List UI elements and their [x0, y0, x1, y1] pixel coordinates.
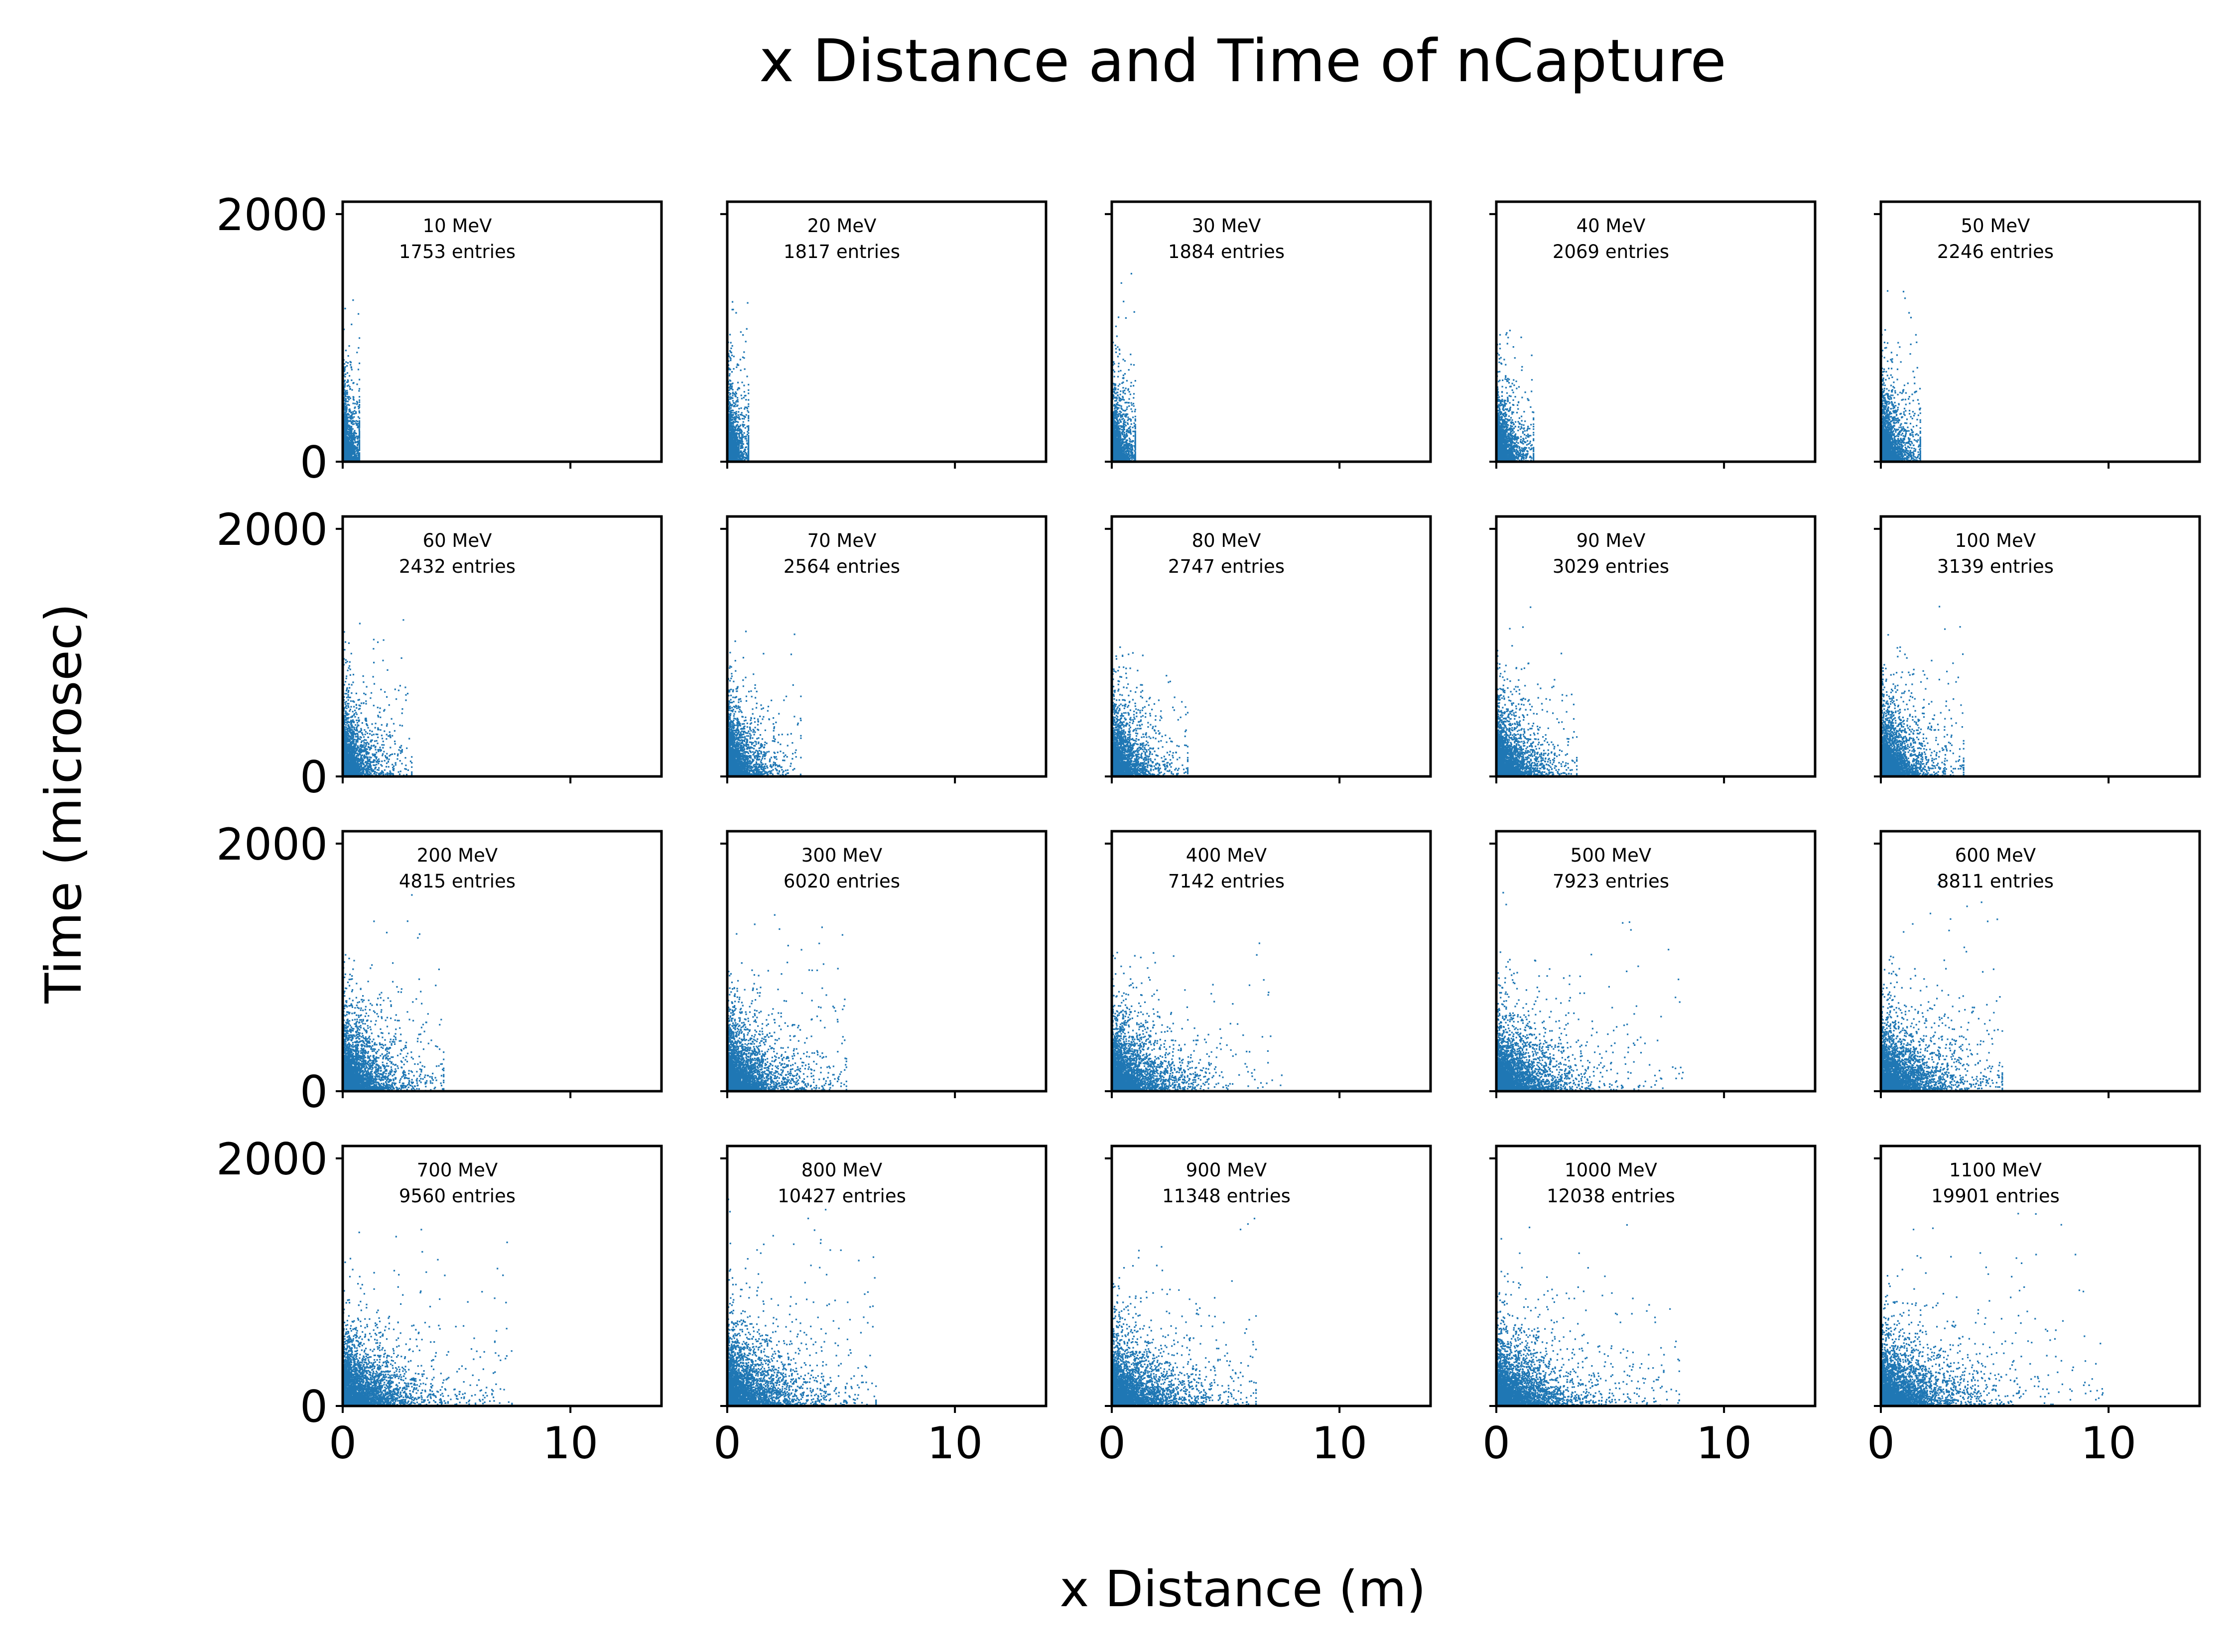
y-tick-label: 0 — [300, 752, 328, 803]
y-tick-label: 2000 — [216, 1134, 328, 1185]
x-tick-label: 10 — [1696, 1417, 1752, 1469]
energy-annotation: 1100 MeV — [1949, 1159, 2042, 1181]
entries-annotation: 7923 entries — [1553, 871, 1669, 892]
entries-annotation: 8811 entries — [1937, 871, 2054, 892]
entries-annotation: 10427 entries — [778, 1185, 906, 1207]
x-tick-label: 10 — [1312, 1417, 1367, 1469]
energy-annotation: 400 MeV — [1186, 845, 1267, 866]
energy-annotation: 100 MeV — [1955, 530, 2036, 551]
entries-annotation: 2432 entries — [399, 556, 516, 577]
y-tick-label: 2000 — [216, 819, 328, 870]
energy-annotation: 70 MeV — [807, 530, 877, 551]
energy-annotation: 90 MeV — [1577, 530, 1646, 551]
energy-annotation: 80 MeV — [1192, 530, 1261, 551]
entries-annotation: 3139 entries — [1937, 556, 2054, 577]
entries-annotation: 7142 entries — [1168, 871, 1285, 892]
energy-annotation: 40 MeV — [1577, 215, 1646, 237]
energy-annotation: 60 MeV — [423, 530, 492, 551]
energy-annotation: 900 MeV — [1186, 1159, 1267, 1181]
x-axis-label: x Distance (m) — [1059, 1560, 1426, 1618]
entries-annotation: 1753 entries — [399, 241, 516, 262]
entries-annotation: 6020 entries — [784, 871, 900, 892]
energy-annotation: 1000 MeV — [1565, 1159, 1657, 1181]
entries-annotation: 2564 entries — [784, 556, 900, 577]
x-tick-label: 0 — [1098, 1417, 1126, 1469]
entries-annotation: 12038 entries — [1547, 1185, 1675, 1207]
x-tick-label: 10 — [542, 1417, 598, 1469]
energy-annotation: 10 MeV — [423, 215, 492, 237]
y-tick-label: 0 — [300, 1066, 328, 1118]
energy-annotation: 800 MeV — [801, 1159, 882, 1181]
x-tick-label: 10 — [927, 1417, 983, 1469]
entries-annotation: 11348 entries — [1162, 1185, 1291, 1207]
x-tick-label: 0 — [1867, 1417, 1895, 1469]
energy-annotation: 600 MeV — [1955, 845, 2036, 866]
energy-annotation: 300 MeV — [801, 845, 882, 866]
energy-annotation: 20 MeV — [807, 215, 877, 237]
y-tick-label: 2000 — [216, 504, 328, 555]
entries-annotation: 2246 entries — [1937, 241, 2054, 262]
entries-annotation: 19901 entries — [1931, 1185, 2060, 1207]
energy-annotation: 200 MeV — [417, 845, 498, 866]
y-tick-label: 0 — [300, 1381, 328, 1432]
entries-annotation: 9560 entries — [399, 1185, 516, 1207]
y-tick-label: 0 — [300, 437, 328, 488]
entries-annotation: 2747 entries — [1168, 556, 1285, 577]
y-axis-label: Time (microsec) — [34, 603, 93, 1004]
entries-annotation: 3029 entries — [1553, 556, 1669, 577]
energy-annotation: 700 MeV — [417, 1159, 498, 1181]
x-tick-label: 0 — [329, 1417, 357, 1469]
x-tick-label: 0 — [713, 1417, 741, 1469]
entries-annotation: 1817 entries — [784, 241, 900, 262]
entries-annotation: 1884 entries — [1168, 241, 1285, 262]
x-tick-label: 0 — [1482, 1417, 1510, 1469]
figure-title: x Distance and Time of nCapture — [759, 26, 1726, 95]
energy-annotation: 500 MeV — [1571, 845, 1651, 866]
entries-annotation: 4815 entries — [399, 871, 516, 892]
y-tick-label: 2000 — [216, 189, 328, 241]
energy-annotation: 30 MeV — [1192, 215, 1261, 237]
energy-annotation: 50 MeV — [1961, 215, 2030, 237]
x-tick-label: 10 — [2081, 1417, 2136, 1469]
entries-annotation: 2069 entries — [1553, 241, 1669, 262]
